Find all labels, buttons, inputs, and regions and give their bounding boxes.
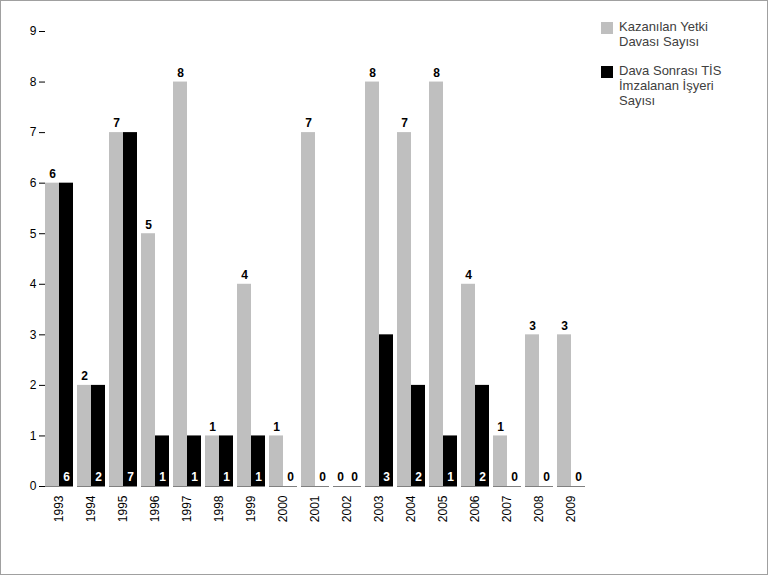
svg-text:1998: 1998 bbox=[212, 495, 226, 522]
svg-text:2: 2 bbox=[81, 369, 88, 383]
svg-text:4: 4 bbox=[465, 268, 472, 282]
svg-text:1: 1 bbox=[447, 470, 454, 484]
svg-text:6: 6 bbox=[63, 470, 70, 484]
svg-text:2: 2 bbox=[95, 470, 102, 484]
svg-text:1: 1 bbox=[255, 470, 262, 484]
svg-text:2: 2 bbox=[30, 378, 37, 392]
svg-text:1994: 1994 bbox=[84, 495, 98, 522]
svg-text:2: 2 bbox=[479, 470, 486, 484]
svg-text:2000: 2000 bbox=[276, 495, 290, 522]
svg-text:2006: 2006 bbox=[468, 495, 482, 522]
svg-text:1999: 1999 bbox=[244, 495, 258, 522]
svg-text:1: 1 bbox=[191, 470, 198, 484]
svg-text:7: 7 bbox=[127, 470, 134, 484]
svg-text:9: 9 bbox=[30, 24, 37, 38]
svg-text:3: 3 bbox=[30, 328, 37, 342]
svg-text:2003: 2003 bbox=[372, 495, 386, 522]
svg-text:1: 1 bbox=[497, 420, 504, 434]
svg-text:0: 0 bbox=[337, 470, 344, 484]
svg-text:0: 0 bbox=[543, 470, 550, 484]
svg-text:2005: 2005 bbox=[436, 495, 450, 522]
svg-text:1997: 1997 bbox=[180, 495, 194, 522]
html-text:Kazanılan Yetki Davası Sayısı: Kazanılan Yetki Davası Sayısı bbox=[619, 19, 708, 49]
svg-text:5: 5 bbox=[145, 218, 152, 232]
svg-text:1996: 1996 bbox=[148, 495, 162, 522]
svg-text:0: 0 bbox=[287, 470, 294, 484]
svg-text:0: 0 bbox=[30, 479, 37, 493]
svg-text:8: 8 bbox=[433, 66, 440, 80]
svg-text:3: 3 bbox=[383, 470, 390, 484]
svg-text:2007: 2007 bbox=[500, 495, 514, 522]
svg-text:0: 0 bbox=[319, 470, 326, 484]
svg-text:1: 1 bbox=[273, 420, 280, 434]
svg-text:1: 1 bbox=[209, 420, 216, 434]
svg-text:3: 3 bbox=[561, 319, 568, 333]
svg-text:1: 1 bbox=[159, 470, 166, 484]
svg-text:2002: 2002 bbox=[340, 495, 354, 522]
svg-text:1993: 1993 bbox=[52, 495, 66, 522]
svg-text:6: 6 bbox=[49, 167, 56, 181]
svg-text:7: 7 bbox=[401, 116, 408, 130]
svg-text:8: 8 bbox=[369, 66, 376, 80]
svg-text:1: 1 bbox=[223, 470, 230, 484]
svg-text:2: 2 bbox=[415, 470, 422, 484]
html-text:Dava Sonrası TİS İmzalanan İşy: Dava Sonrası TİS İmzalanan İşyeri Sayısı bbox=[619, 63, 722, 108]
svg-text:3: 3 bbox=[529, 319, 536, 333]
svg-text:7: 7 bbox=[305, 116, 312, 130]
svg-text:1: 1 bbox=[30, 429, 37, 443]
svg-text:4: 4 bbox=[241, 268, 248, 282]
svg-text:8: 8 bbox=[30, 75, 37, 89]
svg-text:2004: 2004 bbox=[404, 495, 418, 522]
svg-text:2008: 2008 bbox=[532, 495, 546, 522]
svg-text:5: 5 bbox=[30, 227, 37, 241]
svg-text:0: 0 bbox=[351, 470, 358, 484]
svg-text:1995: 1995 bbox=[116, 495, 130, 522]
svg-text:0: 0 bbox=[511, 470, 518, 484]
svg-text:6: 6 bbox=[30, 176, 37, 190]
svg-text:0: 0 bbox=[575, 470, 582, 484]
svg-text:2001: 2001 bbox=[308, 495, 322, 522]
svg-text:7: 7 bbox=[30, 125, 37, 139]
svg-text:2009: 2009 bbox=[564, 495, 578, 522]
svg-text:4: 4 bbox=[30, 277, 37, 291]
svg-text:7: 7 bbox=[113, 116, 120, 130]
svg-text:8: 8 bbox=[177, 66, 184, 80]
